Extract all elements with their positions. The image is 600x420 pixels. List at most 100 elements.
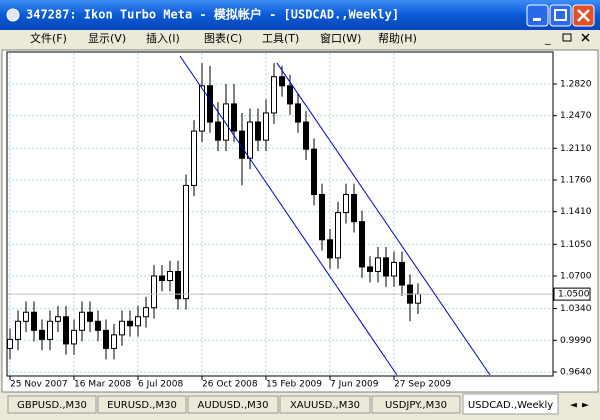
candle-body [15, 320, 21, 340]
candle-body [375, 257, 381, 272]
candle-body [327, 239, 333, 259]
title-bar [0, 0, 600, 30]
candle-body [183, 184, 189, 300]
candle-body [303, 121, 309, 150]
menu-item[interactable]: 插入(I) [146, 31, 180, 45]
candle-body [23, 311, 29, 322]
tab-label[interactable]: USDCAD.,Weekly [468, 400, 553, 411]
tab-scroll[interactable]: ◄ [570, 401, 577, 411]
candle-body [7, 338, 13, 349]
candle-body [255, 121, 261, 141]
plot-area [6, 51, 554, 377]
tab[interactable] [187, 395, 279, 414]
candle-body [87, 311, 93, 322]
menu-item[interactable]: 工具(T) [262, 32, 299, 45]
tab-scroll[interactable]: ► [582, 401, 589, 411]
candle-body [271, 76, 277, 114]
candle-body [343, 193, 349, 214]
x-tick-label: 27 Sep 2009 [394, 380, 451, 390]
candle-body [335, 212, 341, 259]
y-tick-label: 1.2110 [560, 144, 592, 154]
tab-label[interactable]: USDJPY.,M30 [385, 400, 447, 411]
candle-body [111, 334, 117, 349]
candle-body [295, 103, 301, 123]
maximize-button[interactable] [549, 4, 572, 27]
menu-item[interactable]: 图表(C) [204, 31, 242, 45]
y-tick-label: 1.0700 [560, 272, 592, 282]
y-tick-label: 0.9640 [560, 368, 592, 378]
candle-body [351, 193, 357, 223]
candle-body [359, 221, 365, 268]
x-tick-label: 6 Jul 2008 [138, 380, 183, 390]
candle-body [95, 320, 101, 331]
candle-body [383, 257, 389, 277]
trend-line [276, 62, 491, 376]
candle-body [223, 103, 229, 141]
menu-item[interactable]: 帮助(H) [378, 31, 417, 45]
tab[interactable] [371, 395, 461, 414]
candle-body [47, 320, 53, 340]
x-tick-label: 7 Jun 2009 [330, 380, 379, 390]
tab-label[interactable]: AUDUSD.,M30 [198, 400, 269, 411]
candle-body [231, 103, 237, 132]
candle-body [207, 85, 213, 123]
tab-label[interactable]: GBPUSD.,M30 [17, 400, 87, 411]
candle-body [319, 193, 325, 241]
y-tick-label: 1.1050 [560, 240, 592, 250]
tab[interactable] [279, 395, 371, 414]
tab[interactable] [7, 395, 97, 414]
menu-item[interactable]: 文件(F) [30, 31, 67, 45]
menu-item[interactable]: 窗口(W) [320, 31, 361, 45]
x-tick-label: 26 Oct 2008 [202, 380, 258, 390]
candle-body [279, 76, 285, 87]
candle-body [391, 261, 397, 277]
candle-body [151, 275, 157, 309]
candle-body [215, 121, 221, 141]
candle-body [79, 311, 85, 331]
candle-body [167, 270, 173, 282]
y-tick-label: 1.1410 [560, 207, 592, 217]
child-close[interactable] [581, 33, 590, 42]
app-icon [6, 8, 20, 22]
x-tick-label: 25 Nov 2007 [10, 380, 68, 390]
candle-body [119, 320, 125, 336]
tab[interactable] [97, 395, 187, 414]
candle-body [311, 148, 317, 195]
candle-body [55, 316, 61, 322]
candle-body [239, 130, 245, 159]
candle-body [199, 85, 205, 132]
candle-body [175, 270, 181, 300]
chart: 1.2820 1.2470 1.2110 1.1760 1.1410 1.1050 1.07… [6, 51, 592, 390]
x-tick-label: 15 Feb 2009 [266, 380, 322, 390]
y-tick-label: 0.9990 [560, 336, 592, 346]
minimize-glyph [533, 18, 541, 21]
candle-body [31, 311, 37, 331]
menu-item[interactable]: 显示(V) [88, 32, 126, 45]
candle-body [103, 329, 109, 349]
window-buttons [526, 4, 595, 27]
tab-label[interactable]: XAUUSD.,M30 [290, 400, 360, 411]
y-tick-label: 1.2820 [560, 79, 592, 89]
candle-body [399, 261, 405, 286]
tab[interactable] [462, 393, 559, 415]
window-title: 347287: Ikon Turbo Meta - 模拟帐户 - [USDCAD… [26, 7, 399, 22]
child-minimize[interactable]: _ [544, 32, 551, 45]
y-tick-label: 1.2470 [560, 111, 592, 121]
close-glyph [577, 9, 590, 22]
candle-body [143, 307, 149, 318]
candle-body [287, 85, 293, 105]
candle-body [127, 320, 133, 327]
candle-body [247, 121, 253, 159]
tab-label[interactable]: EURUSD.,M30 [107, 400, 177, 411]
child-buttons: _ [544, 32, 590, 45]
maximize-glyph [554, 9, 567, 21]
menu-bar: 文件(F) 显示(V) 插入(I) 图表(C) 工具(T) 窗口(W) 帮助(H) [30, 31, 417, 45]
candle-body [135, 316, 141, 327]
tab-bar: GBPUSD.,M30 EURUSD.,M30 AUDUSD.,M30 XAUUSD.… [7, 393, 589, 415]
candle-body [263, 112, 269, 141]
minimize-button[interactable] [526, 4, 549, 27]
child-restore[interactable] [562, 33, 572, 42]
x-tick-label: 16 Mar 2008 [74, 380, 131, 390]
